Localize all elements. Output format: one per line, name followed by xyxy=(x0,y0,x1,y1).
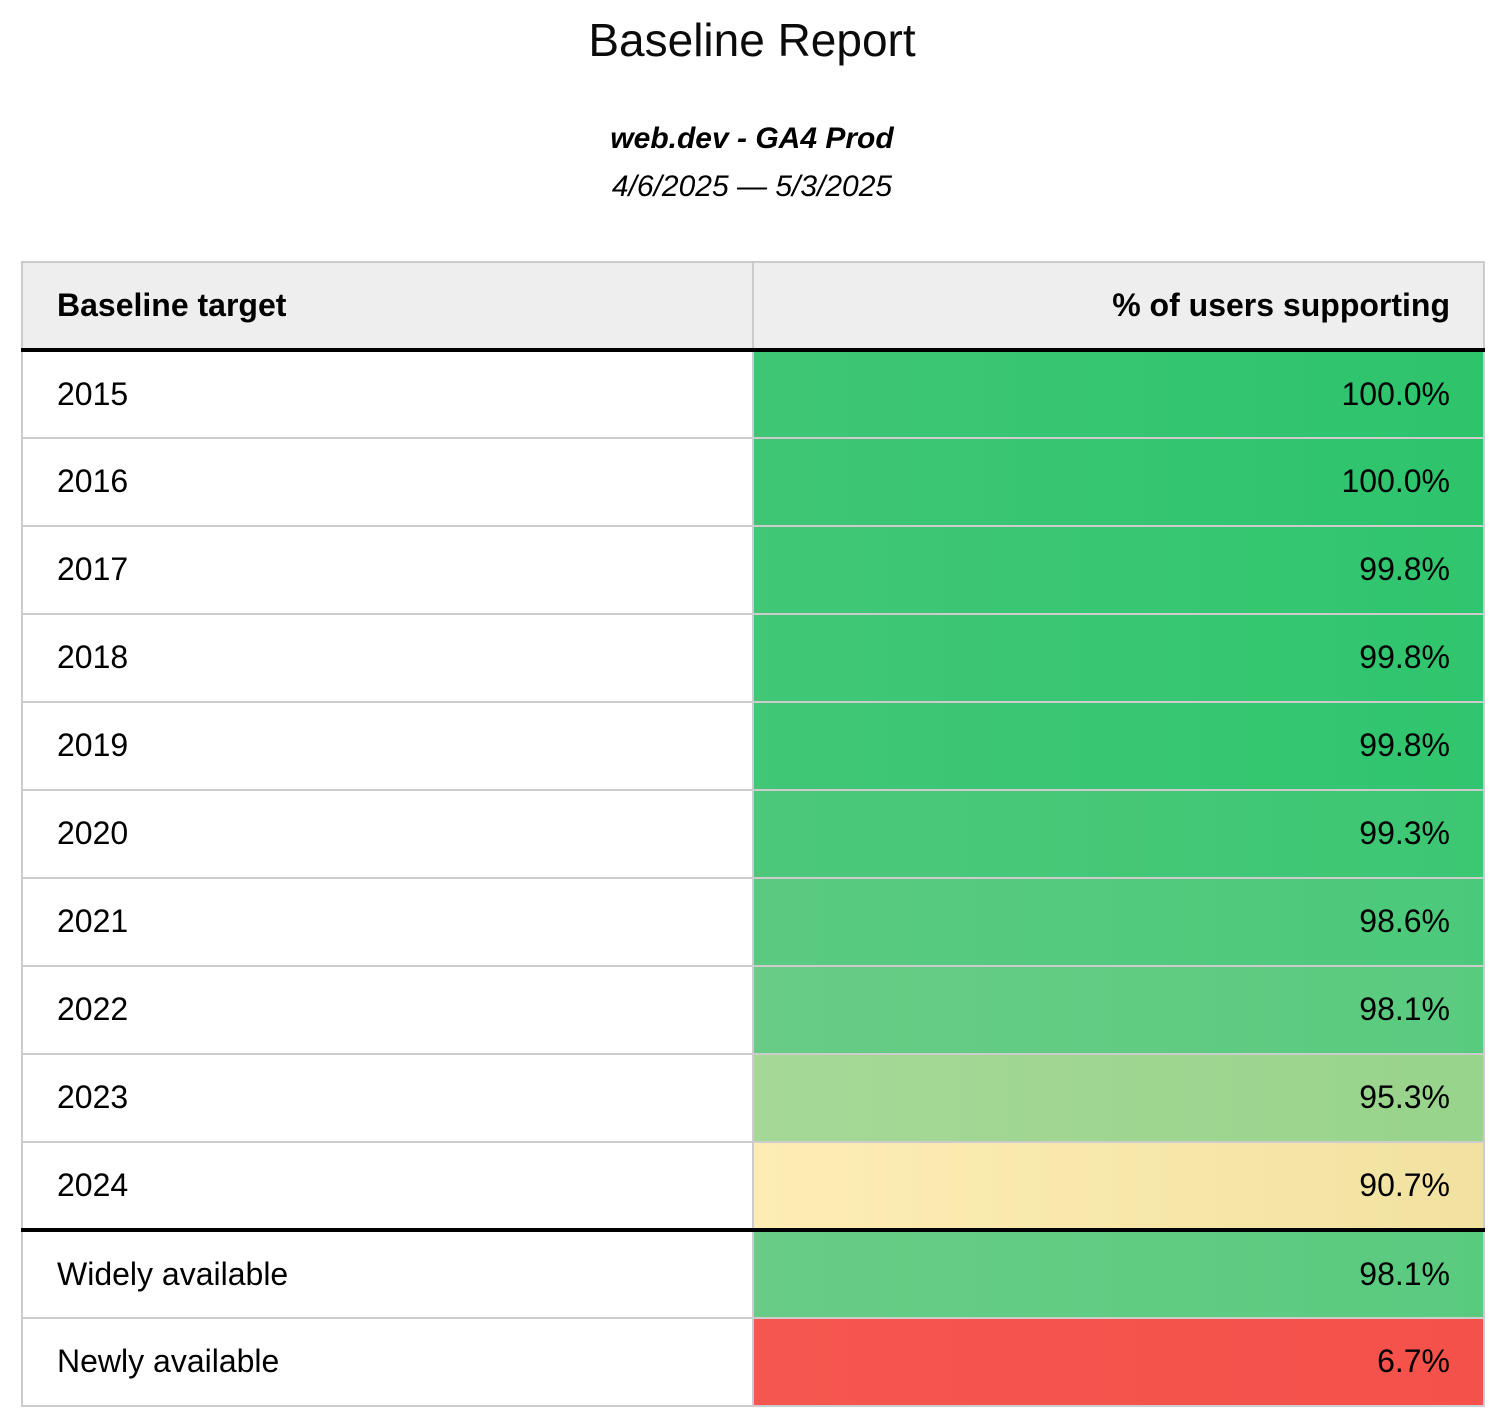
report-date-range: 4/6/2025 — 5/3/2025 xyxy=(611,169,893,203)
baseline-target-cell: 2020 xyxy=(21,788,754,879)
table-row: 2018 99.8% xyxy=(21,612,1485,703)
column-header-percent-users-supporting: % of users supporting xyxy=(752,260,1485,352)
table-row: 2024 90.7% xyxy=(21,1140,1485,1232)
percent-supporting-cell: 99.8% xyxy=(752,612,1485,703)
percent-supporting-cell: 100.0% xyxy=(752,436,1485,527)
table-row: 2015 100.0% xyxy=(21,348,1485,439)
percent-supporting-cell: 6.7% xyxy=(752,1316,1485,1407)
table-row: Widely available 98.1% xyxy=(21,1228,1485,1319)
baseline-target-cell: 2019 xyxy=(21,700,754,791)
baseline-table-header: Baseline target % of users supporting xyxy=(21,260,1485,352)
baseline-target-cell: Newly available xyxy=(21,1316,754,1407)
table-row: Newly available 6.7% xyxy=(21,1316,1485,1407)
report-subtitle: web.dev - GA4 Prod xyxy=(610,121,894,155)
baseline-target-cell: 2021 xyxy=(21,876,754,967)
table-row: 2021 98.6% xyxy=(21,876,1485,967)
percent-supporting-cell: 100.0% xyxy=(752,348,1485,439)
percent-supporting-cell: 95.3% xyxy=(752,1052,1485,1143)
baseline-target-cell: Widely available xyxy=(21,1228,754,1319)
table-row: 2017 99.8% xyxy=(21,524,1485,615)
report-title: Baseline Report xyxy=(588,14,916,66)
baseline-target-cell: 2022 xyxy=(21,964,754,1055)
header-row: Baseline target % of users supporting xyxy=(21,260,1485,352)
baseline-target-cell: 2015 xyxy=(21,348,754,439)
percent-supporting-cell: 98.1% xyxy=(752,1228,1485,1319)
percent-supporting-cell: 99.8% xyxy=(752,524,1485,615)
baseline-target-cell: 2023 xyxy=(21,1052,754,1143)
percent-supporting-cell: 98.6% xyxy=(752,876,1485,967)
percent-supporting-cell: 98.1% xyxy=(752,964,1485,1055)
percent-supporting-cell: 99.8% xyxy=(752,700,1485,791)
baseline-target-cell: 2018 xyxy=(21,612,754,703)
baseline-target-cell: 2024 xyxy=(21,1140,754,1232)
baseline-target-cell: 2016 xyxy=(21,436,754,527)
table-row: 2020 99.3% xyxy=(21,788,1485,879)
baseline-target-cell: 2017 xyxy=(21,524,754,615)
table-row: 2016 100.0% xyxy=(21,436,1485,527)
percent-supporting-cell: 90.7% xyxy=(752,1140,1485,1232)
column-header-baseline-target: Baseline target xyxy=(21,260,754,352)
percent-supporting-cell: 99.3% xyxy=(752,788,1485,879)
baseline-table-body: 2015 100.0% 2016 100.0% 2017 99.8% 2018 … xyxy=(21,348,1485,1407)
table-row: 2022 98.1% xyxy=(21,964,1485,1055)
table-row: 2023 95.3% xyxy=(21,1052,1485,1143)
table-row: 2019 99.8% xyxy=(21,700,1485,791)
baseline-table: Baseline target % of users supporting 20… xyxy=(21,260,1485,1407)
